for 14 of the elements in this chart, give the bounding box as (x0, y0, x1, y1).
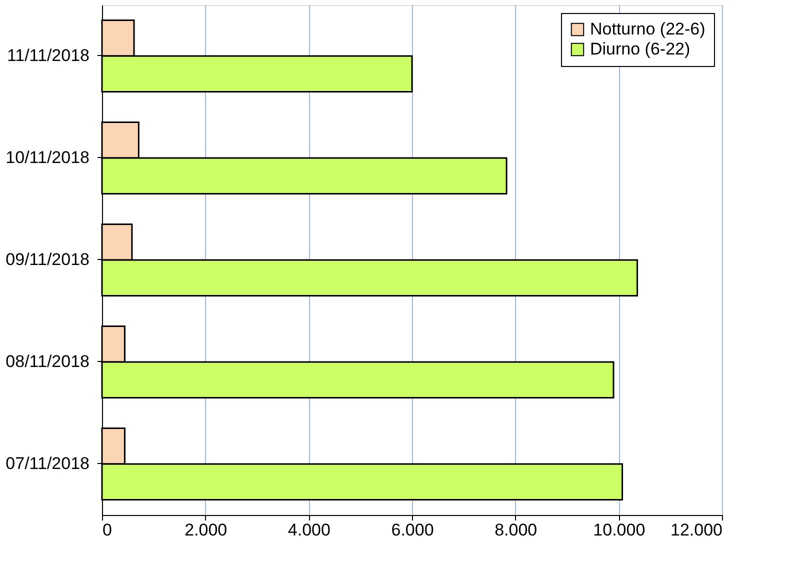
x-tick-label: 0 (102, 520, 112, 540)
y-tick-label: 08/11/2018 (6, 352, 90, 371)
legend-label: Notturno (22-6) (590, 20, 706, 38)
x-tick-label: 12.000 (670, 520, 722, 540)
x-tick-label: 2.000 (184, 520, 228, 540)
y-tick-label: 09/11/2018 (6, 250, 90, 269)
x-tick-label: 4.000 (288, 520, 330, 540)
y-tick-label: 11/11/2018 (6, 46, 90, 65)
x-tick-label: 6.000 (391, 520, 434, 540)
y-tick-label: 10/11/2018 (6, 148, 90, 167)
legend-label: Diurno (6-22) (590, 40, 690, 58)
x-tick-label: 8.000 (494, 520, 538, 540)
x-tick-label: 10.000 (593, 520, 646, 540)
y-tick-label: 07/11/2018 (6, 454, 90, 473)
